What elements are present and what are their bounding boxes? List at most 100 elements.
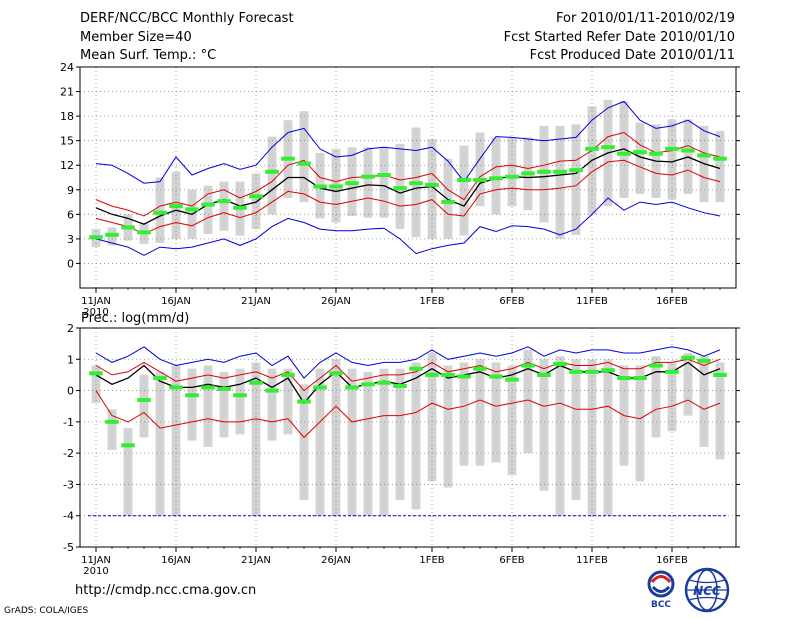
precip-median-marker	[649, 363, 663, 368]
temp-median-marker	[409, 181, 423, 186]
temp-median-marker	[697, 153, 711, 158]
temp-median-marker	[537, 169, 551, 174]
temp-xtick-label: 6FEB	[499, 296, 524, 307]
temp-median-marker	[185, 207, 199, 212]
precip-median-marker	[409, 366, 423, 371]
precip-median-marker	[377, 380, 391, 385]
temp-median-marker	[313, 184, 327, 189]
precip-range-box	[699, 356, 709, 447]
temp-median-marker	[153, 210, 167, 215]
precip-xtick-label: 26JAN	[321, 555, 351, 566]
precip-range-box	[587, 359, 597, 516]
precip-median-marker	[265, 388, 279, 393]
temp-median-marker	[505, 174, 519, 179]
precip-range-box	[187, 368, 197, 441]
temp-series-upper	[95, 131, 721, 217]
temp-xtick-year-label: 2010	[83, 307, 108, 318]
temp-range-box	[267, 136, 277, 215]
temp-range-box	[251, 173, 261, 230]
precip-range-box	[651, 356, 661, 438]
temp-median-marker	[249, 194, 263, 199]
precip-median-marker	[345, 385, 359, 390]
precip-ytick-label: -4	[63, 510, 74, 523]
precip-range-box	[299, 384, 309, 501]
precip-median-marker	[473, 366, 487, 371]
temp-ytick-label: 15	[60, 135, 74, 148]
precip-median-marker	[681, 355, 695, 360]
temp-median-marker	[665, 146, 679, 151]
temp-range-box	[459, 145, 469, 236]
temp-median-marker	[281, 156, 295, 161]
temp-range-box	[299, 111, 309, 203]
temp-range-box	[619, 101, 629, 198]
precip-median-marker	[121, 443, 135, 448]
temp-median-marker	[297, 161, 311, 166]
ncc-logo-text: NCC	[693, 584, 721, 598]
grads-credit: GrADS: COLA/IGES	[4, 606, 89, 616]
precip-xtick-label: 11FEB	[576, 555, 608, 566]
precip-range-box	[539, 359, 549, 491]
temp-median-marker	[217, 199, 231, 204]
precip-median-marker	[233, 393, 247, 398]
precip-median-marker	[569, 369, 583, 374]
temp-median-marker	[681, 148, 695, 153]
temp-ytick-label: 9	[67, 184, 74, 197]
precip-median-marker	[89, 371, 103, 376]
precip-series-max	[95, 346, 721, 379]
temp-range-box	[219, 181, 229, 231]
precip-ytick-label: -1	[63, 416, 74, 429]
precip-range-box	[347, 368, 357, 516]
precip-xtick-year-label: 2010	[83, 566, 108, 577]
precip-median-marker	[105, 419, 119, 424]
temp-xtick-label: 16FEB	[656, 296, 688, 307]
temp-ytick-label: 0	[67, 257, 74, 270]
precip-range-box	[363, 371, 373, 516]
precip-xtick-label: 6FEB	[499, 555, 524, 566]
temp-xtick-label: 11FEB	[576, 296, 608, 307]
precip-median-marker	[521, 363, 535, 368]
precip-median-marker	[297, 399, 311, 404]
bcc-logo: BCC	[640, 569, 682, 610]
temp-median-marker	[713, 156, 727, 161]
temp-ytick-label: 6	[67, 208, 74, 221]
precip-ytick-label: 1	[67, 353, 74, 366]
temp-median-marker	[233, 205, 247, 210]
precip-median-marker	[169, 385, 183, 390]
precip-range-box	[635, 365, 645, 482]
precip-median-marker	[505, 377, 519, 382]
precip-median-marker	[441, 372, 455, 377]
temp-xtick-label: 21JAN	[241, 296, 271, 307]
temp-range-box	[155, 177, 165, 243]
precip-median-marker	[665, 369, 679, 374]
temp-range-box	[491, 137, 501, 215]
precip-xtick-label: 11JAN	[81, 555, 111, 566]
precip-xtick-label: 1FEB	[419, 555, 444, 566]
temp-range-box	[475, 132, 485, 207]
temp-median-marker	[521, 171, 535, 176]
temp-ytick-label: 3	[67, 233, 74, 246]
temp-median-marker	[201, 202, 215, 207]
precip-range-box	[443, 365, 453, 488]
temp-median-marker	[601, 145, 615, 150]
temp-median-marker	[377, 173, 391, 178]
precip-range-box	[331, 359, 341, 516]
precip-ytick-label: -2	[63, 447, 74, 460]
temp-ytick-label: 21	[60, 86, 74, 99]
precip-xtick-label: 16FEB	[656, 555, 688, 566]
temp-xtick-label: 16JAN	[161, 296, 191, 307]
temp-ytick-label: 24	[60, 61, 74, 74]
precip-median-marker	[553, 361, 567, 366]
precip-median-marker	[185, 393, 199, 398]
temp-ytick-label: 18	[60, 110, 74, 123]
temp-median-marker	[457, 177, 471, 182]
temp-median-marker	[137, 230, 151, 235]
header-right-line-2: Fcst Started Refer Date 2010/01/10	[503, 30, 735, 45]
precip-median-marker	[217, 387, 231, 392]
precip-range-box	[571, 359, 581, 501]
precip-median-marker	[249, 380, 263, 385]
temp-median-marker	[633, 150, 647, 155]
precip-range-box	[267, 368, 277, 441]
header-left-line-3: Mean Surf. Temp.: °C	[80, 48, 217, 63]
temp-xtick-label: 11JAN	[81, 296, 111, 307]
